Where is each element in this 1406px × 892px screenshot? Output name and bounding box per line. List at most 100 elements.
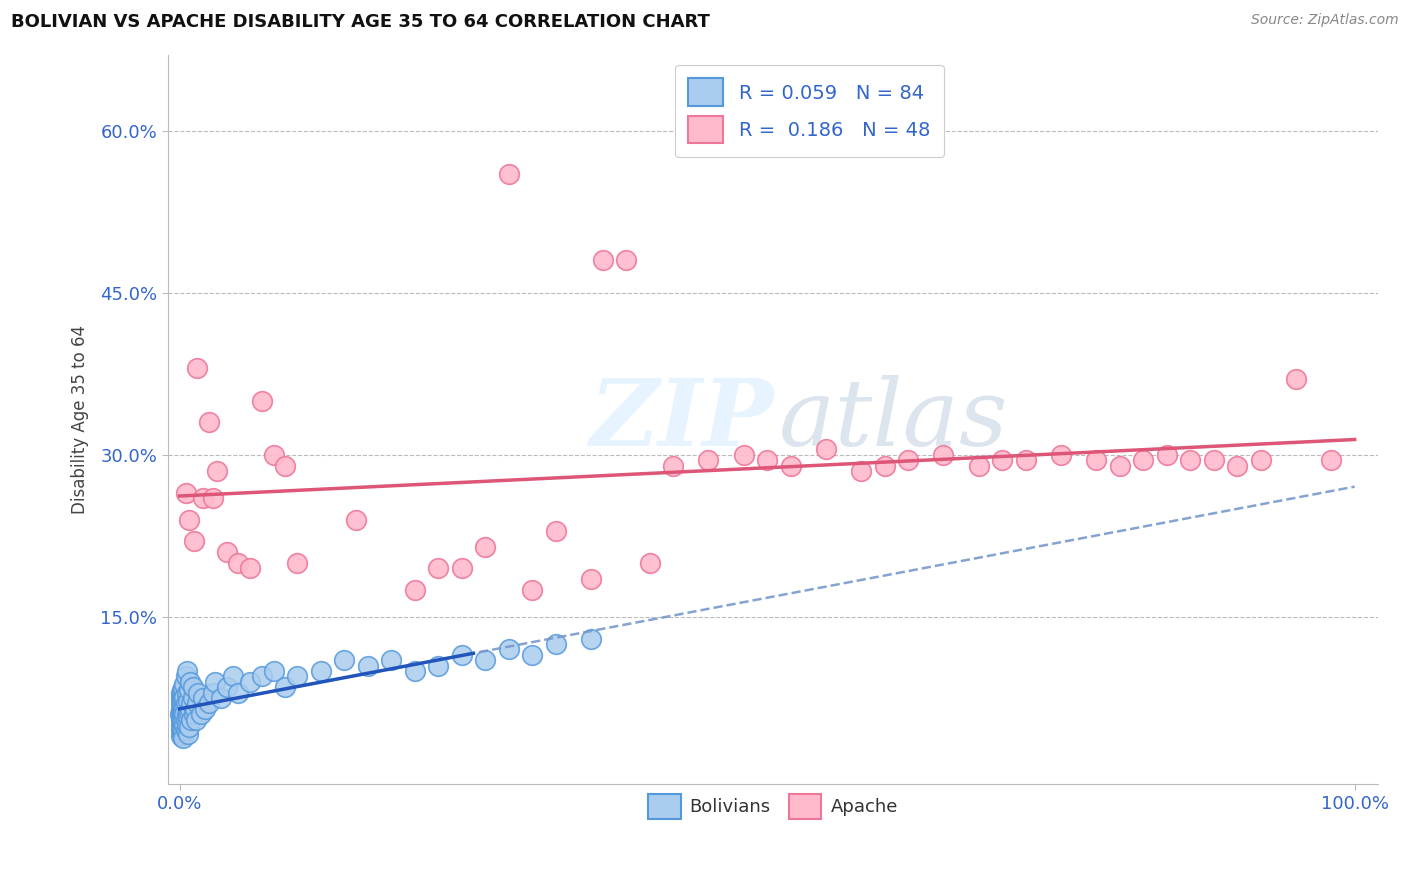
Point (756, 453, 779, 467)
Point (174, 713, 197, 727)
Point (1085, 453, 1108, 467)
Point (662, 458, 685, 473)
Point (427, 658, 450, 673)
Point (184, 713, 207, 727)
Point (170, 691, 193, 706)
Point (1156, 448, 1178, 462)
Point (198, 697, 221, 711)
Point (172, 724, 194, 739)
Point (450, 648, 472, 662)
Point (1285, 372, 1308, 386)
Point (498, 642, 520, 657)
Point (181, 680, 204, 694)
Text: Source: ZipAtlas.com: Source: ZipAtlas.com (1251, 13, 1399, 28)
Point (201, 685, 224, 699)
Point (198, 416, 221, 430)
Point (170, 705, 193, 719)
Point (991, 453, 1014, 467)
Point (173, 677, 195, 691)
Point (177, 705, 200, 719)
Point (174, 485, 197, 500)
Point (592, 253, 614, 268)
Point (309, 664, 332, 678)
Point (191, 491, 214, 505)
Point (177, 720, 200, 734)
Point (179, 674, 201, 689)
Point (250, 393, 273, 408)
Point (169, 707, 191, 722)
Point (333, 653, 356, 667)
Point (172, 709, 194, 723)
Point (187, 685, 209, 699)
Point (172, 731, 194, 745)
Point (849, 464, 872, 478)
Point (1226, 458, 1249, 473)
Point (186, 697, 208, 711)
Point (173, 690, 195, 704)
Point (221, 669, 243, 683)
Text: BOLIVIAN VS APACHE DISABILITY AGE 35 TO 64 CORRELATION CHART: BOLIVIAN VS APACHE DISABILITY AGE 35 TO … (11, 13, 710, 31)
Point (474, 540, 496, 554)
Point (544, 524, 567, 538)
Point (176, 685, 198, 699)
Point (779, 458, 801, 473)
Point (201, 491, 224, 505)
Point (1250, 453, 1272, 467)
Point (194, 702, 217, 716)
Point (184, 702, 207, 716)
Point (170, 698, 193, 713)
Point (170, 712, 193, 726)
Point (474, 653, 496, 667)
Point (170, 723, 193, 737)
Point (170, 723, 193, 738)
Point (170, 685, 193, 699)
Point (190, 707, 212, 722)
Point (404, 582, 426, 597)
Legend: Bolivians, Apache: Bolivians, Apache (641, 787, 905, 827)
Point (263, 448, 285, 462)
Point (170, 718, 193, 732)
Point (170, 713, 193, 727)
Point (170, 694, 193, 708)
Point (170, 683, 193, 698)
Point (274, 458, 297, 473)
Point (183, 707, 205, 722)
Point (285, 556, 308, 570)
Point (204, 674, 226, 689)
Point (172, 703, 194, 717)
Point (380, 653, 402, 667)
Point (172, 714, 194, 728)
Point (174, 697, 197, 711)
Y-axis label: Disability Age 35 to 64: Disability Age 35 to 64 (72, 326, 89, 515)
Point (172, 681, 194, 696)
Point (172, 692, 194, 706)
Point (170, 726, 193, 740)
Point (697, 453, 720, 467)
Point (404, 664, 426, 678)
Point (176, 707, 198, 722)
Point (170, 697, 193, 711)
Text: atlas: atlas (779, 375, 1008, 465)
Point (170, 702, 193, 716)
Point (179, 702, 201, 716)
Point (174, 669, 197, 683)
Point (181, 691, 204, 706)
Text: ZIP: ZIP (589, 375, 773, 465)
Point (177, 694, 200, 708)
Point (239, 674, 262, 689)
Point (579, 632, 602, 646)
Point (186, 361, 208, 376)
Point (1178, 453, 1201, 467)
Point (498, 167, 520, 181)
Point (520, 648, 543, 662)
Point (1132, 453, 1154, 467)
Point (814, 442, 837, 457)
Point (1050, 448, 1073, 462)
Point (170, 729, 193, 743)
Point (239, 561, 262, 575)
Point (344, 513, 367, 527)
Point (170, 709, 193, 723)
Point (579, 572, 602, 586)
Point (228, 556, 250, 570)
Point (176, 664, 198, 678)
